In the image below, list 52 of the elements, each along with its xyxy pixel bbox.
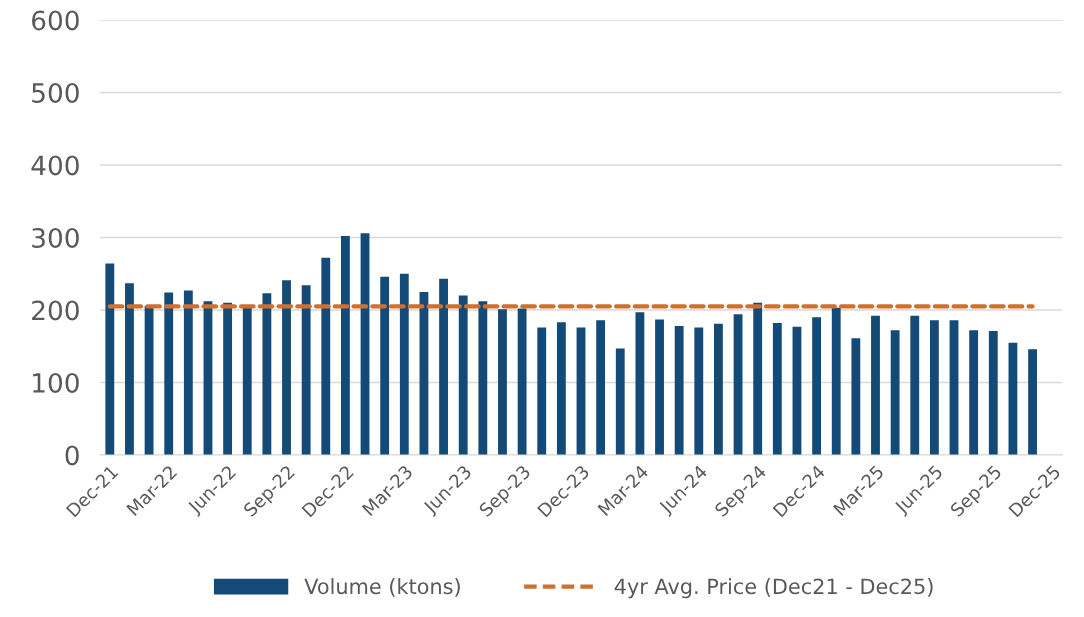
y-tick-label: 0 — [65, 445, 79, 466]
bar — [733, 314, 743, 455]
y-tick-label: 500 — [32, 82, 79, 103]
bar — [556, 322, 566, 455]
bar — [458, 295, 468, 455]
bar — [517, 308, 527, 455]
bar — [183, 290, 193, 455]
y-tick-label: 300 — [32, 227, 79, 248]
bar — [890, 330, 900, 455]
bar — [753, 302, 763, 455]
bar — [125, 283, 134, 455]
bar — [223, 302, 233, 455]
y-tick-label: 200 — [32, 300, 79, 321]
bar — [262, 293, 272, 455]
bar — [969, 330, 979, 455]
bar — [164, 292, 174, 455]
bar — [772, 323, 782, 455]
bar — [576, 327, 586, 455]
bar — [949, 320, 959, 455]
legend-label: Volume (ktons) — [304, 578, 460, 597]
bar — [792, 326, 802, 455]
bar — [340, 236, 350, 455]
y-tick-label: 100 — [33, 372, 79, 393]
bar — [851, 338, 861, 455]
bar — [929, 320, 939, 455]
bar — [596, 320, 606, 455]
bar — [871, 315, 880, 455]
bar — [498, 309, 507, 455]
bar — [537, 327, 547, 455]
bar — [635, 312, 645, 455]
bar — [812, 317, 822, 455]
bar — [478, 301, 488, 455]
bar — [831, 307, 841, 455]
bar — [910, 315, 920, 455]
y-tick-label: 400 — [31, 155, 79, 176]
bar — [105, 263, 115, 455]
bar — [1028, 349, 1037, 455]
bar — [321, 257, 331, 455]
bar — [694, 327, 704, 455]
bar — [282, 280, 291, 455]
bar — [439, 278, 448, 455]
legend-label: 4yr Avg. Price (Dec21 - Dec25) — [614, 578, 933, 599]
bar — [380, 276, 390, 455]
bar — [242, 307, 252, 455]
bar — [988, 331, 998, 455]
bar — [615, 348, 625, 455]
bar — [714, 323, 723, 455]
bar — [399, 273, 409, 455]
y-tick-label: 600 — [32, 10, 79, 31]
bar — [674, 325, 684, 455]
bar — [655, 319, 664, 455]
bar — [301, 285, 311, 455]
